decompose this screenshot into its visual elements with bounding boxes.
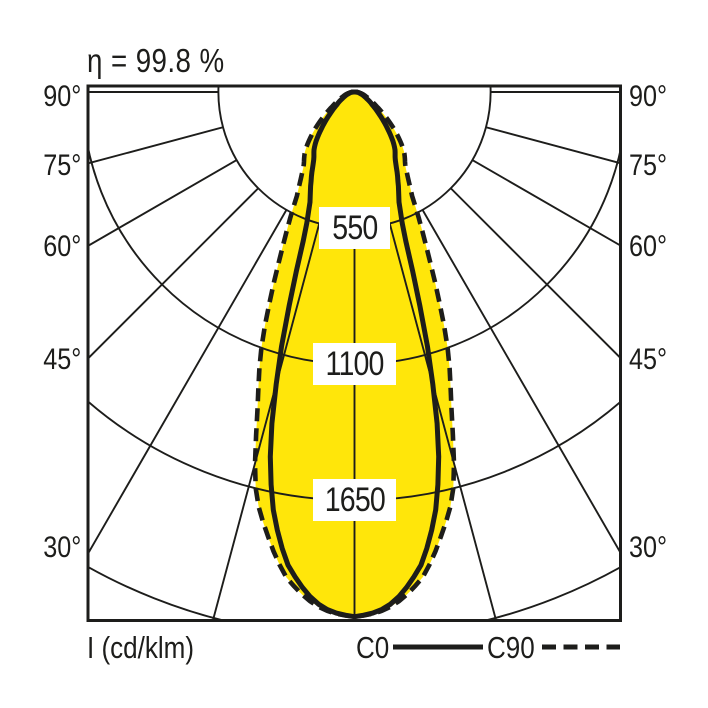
angle-label-right-45: 45° xyxy=(629,343,668,376)
value-label-1100: 1100 xyxy=(313,343,396,385)
angle-label-right-90: 90° xyxy=(629,80,668,113)
angle-label-right-75: 75° xyxy=(629,149,668,182)
legend-c90-line-sample xyxy=(542,644,620,650)
efficiency-title: η = 99.8 % xyxy=(87,42,251,80)
efficiency-title-text: η = 99.8 % xyxy=(87,42,225,79)
legend-c0-label: C0 xyxy=(356,630,390,665)
angle-label-right-60: 60° xyxy=(629,230,668,263)
angle-label-left-60: 60° xyxy=(42,230,81,263)
legend-unit-label: I (cd/klm) xyxy=(87,630,195,665)
angle-label-left-75: 75° xyxy=(42,149,81,182)
angle-label-left-30: 30° xyxy=(42,531,81,564)
value-label-1650: 1650 xyxy=(313,479,396,521)
value-label-550: 550 xyxy=(319,207,390,249)
angle-label-left-90: 90° xyxy=(42,80,81,113)
legend-c0-line-sample xyxy=(393,644,483,650)
angle-label-right-30: 30° xyxy=(629,531,668,564)
angle-label-left-45: 45° xyxy=(42,343,81,376)
legend-c90-label: C90 xyxy=(487,630,535,665)
